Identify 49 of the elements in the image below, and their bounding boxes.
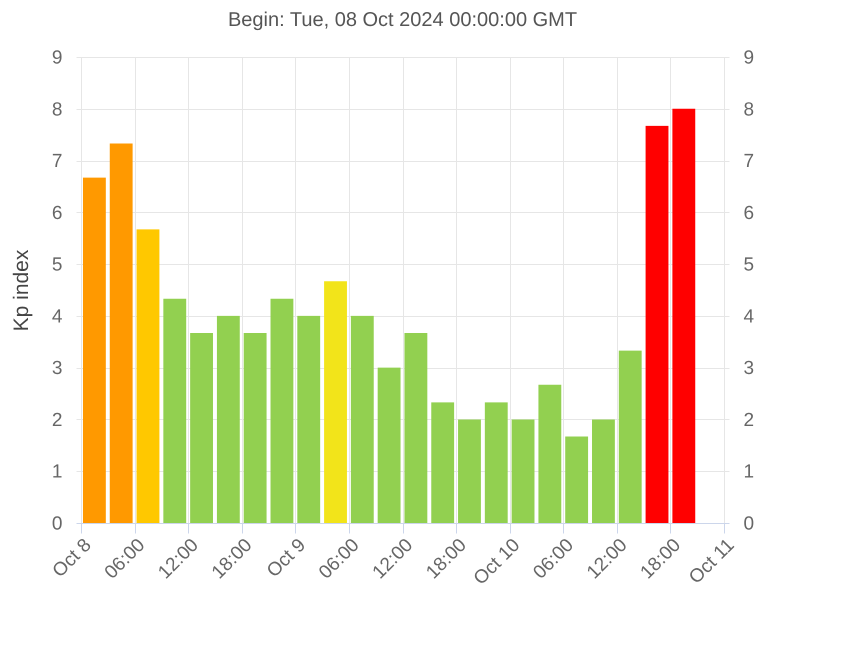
- bar: [565, 436, 588, 523]
- y-tick-label: 5: [52, 254, 62, 276]
- y-tick-label: 9: [52, 48, 62, 68]
- bar: [136, 229, 160, 523]
- bar: [378, 368, 401, 523]
- bar: [324, 281, 347, 523]
- y2-tick-label: 2: [744, 410, 754, 431]
- bar: [404, 332, 428, 523]
- y-axis-title: Kp index: [10, 249, 33, 332]
- y2-tick-label: 4: [744, 306, 754, 328]
- y-tick-label: 1: [52, 462, 62, 483]
- y2-tick-label: 7: [744, 151, 754, 172]
- y2-tick-label: 8: [744, 99, 754, 120]
- y-tick-label: 0: [52, 514, 62, 534]
- y2-tick-label: 1: [744, 462, 754, 483]
- y2-tick-label: 6: [744, 202, 754, 224]
- bar: [592, 419, 615, 523]
- bar: [350, 316, 374, 523]
- y2-tick-label: 5: [744, 254, 754, 276]
- bar: [110, 143, 133, 523]
- y-tick-label: 6: [52, 202, 62, 224]
- x-tick-label: Oct 10: [470, 534, 524, 590]
- chart-title: Begin: Tue, 08 Oct 2024 00:00:00 GMT: [228, 9, 578, 31]
- y-tick-label: 2: [52, 410, 62, 431]
- y2-tick-label: 9: [744, 48, 754, 68]
- bar: [163, 298, 186, 523]
- bar: [190, 332, 213, 523]
- y-tick-label: 8: [52, 99, 62, 120]
- bar: [216, 316, 240, 523]
- bar: [538, 384, 562, 523]
- y-tick-label: 3: [52, 358, 62, 380]
- y-tick-label: 4: [52, 306, 63, 328]
- bar: [244, 332, 267, 523]
- y2-tick-label: 0: [744, 514, 754, 534]
- bar: [484, 402, 508, 523]
- bar: [646, 126, 668, 523]
- x-tick-label: Oct 11: [685, 534, 739, 588]
- x-tick-label: Oct 8: [48, 534, 96, 582]
- bar: [82, 178, 106, 523]
- bar: [431, 402, 454, 523]
- bar: [512, 419, 534, 523]
- x-tick-label: Oct 9: [263, 534, 310, 582]
- bar: [297, 316, 320, 523]
- bar: [458, 419, 481, 523]
- bar: [270, 298, 294, 523]
- bar: [672, 108, 696, 523]
- bar: [618, 350, 642, 523]
- y2-tick-label: 3: [744, 358, 754, 380]
- y-tick-label: 7: [52, 151, 62, 172]
